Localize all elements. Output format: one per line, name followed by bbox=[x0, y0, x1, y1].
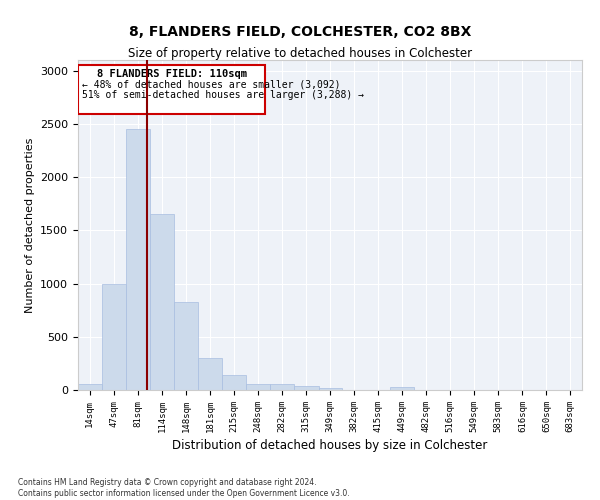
Bar bbox=[271, 384, 294, 390]
Bar bbox=[246, 384, 271, 390]
Text: 8, FLANDERS FIELD, COLCHESTER, CO2 8BX: 8, FLANDERS FIELD, COLCHESTER, CO2 8BX bbox=[129, 25, 471, 39]
Text: Contains HM Land Registry data © Crown copyright and database right 2024.
Contai: Contains HM Land Registry data © Crown c… bbox=[18, 478, 350, 498]
Text: 51% of semi-detached houses are larger (3,288) →: 51% of semi-detached houses are larger (… bbox=[82, 90, 364, 101]
Bar bbox=[150, 214, 174, 390]
Text: Size of property relative to detached houses in Colchester: Size of property relative to detached ho… bbox=[128, 48, 472, 60]
Bar bbox=[101, 284, 126, 390]
Bar bbox=[78, 384, 101, 390]
Text: ← 48% of detached houses are smaller (3,092): ← 48% of detached houses are smaller (3,… bbox=[82, 80, 340, 90]
X-axis label: Distribution of detached houses by size in Colchester: Distribution of detached houses by size … bbox=[172, 439, 488, 452]
Bar bbox=[294, 386, 319, 390]
Text: 8 FLANDERS FIELD: 110sqm: 8 FLANDERS FIELD: 110sqm bbox=[97, 69, 247, 79]
Bar bbox=[126, 129, 150, 390]
FancyBboxPatch shape bbox=[78, 65, 265, 114]
Bar bbox=[391, 387, 414, 390]
Bar bbox=[319, 388, 342, 390]
Bar bbox=[198, 358, 223, 390]
Bar bbox=[174, 302, 198, 390]
Y-axis label: Number of detached properties: Number of detached properties bbox=[25, 138, 35, 312]
Bar bbox=[223, 375, 246, 390]
